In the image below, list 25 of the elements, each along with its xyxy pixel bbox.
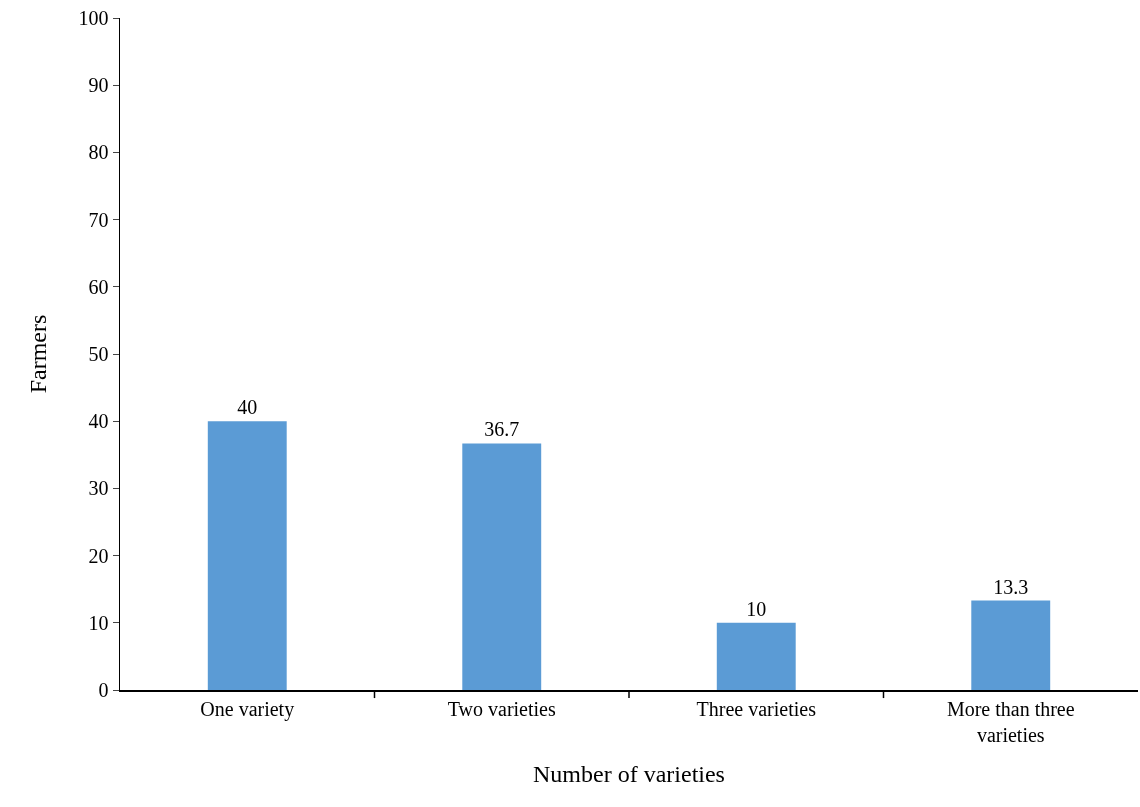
y-axis-title: Farmers: [24, 314, 51, 394]
bar: [462, 443, 542, 690]
data-label: 10: [746, 597, 767, 620]
y-tick-label: 100: [78, 7, 109, 29]
x-tick-label: Three varieties: [696, 697, 817, 720]
y-tick-label: 30: [88, 477, 109, 500]
x-axis-title: Number of varieties: [533, 760, 725, 787]
data-label: 40: [237, 396, 258, 419]
bar: [207, 421, 287, 690]
y-tick-label: 10: [88, 611, 109, 634]
y-tick-label: 50: [88, 343, 109, 365]
y-tick-label: 20: [88, 544, 109, 567]
y-tick-label: 40: [88, 410, 109, 433]
x-tick-label: Two varieties: [447, 697, 556, 720]
x-tick-label: One variety: [200, 697, 295, 721]
bar: [971, 600, 1051, 690]
y-tick-label: 80: [88, 141, 109, 164]
y-tick-label: 70: [88, 208, 109, 231]
bar: [716, 622, 796, 690]
x-tick-label: More than three varieties: [946, 697, 1075, 746]
data-label: 36.7: [484, 418, 520, 441]
y-tick-label: 0: [98, 679, 109, 701]
data-label: 13.3: [993, 575, 1029, 598]
y-tick-label: 90: [88, 74, 109, 97]
y-tick-label: 60: [88, 275, 109, 298]
